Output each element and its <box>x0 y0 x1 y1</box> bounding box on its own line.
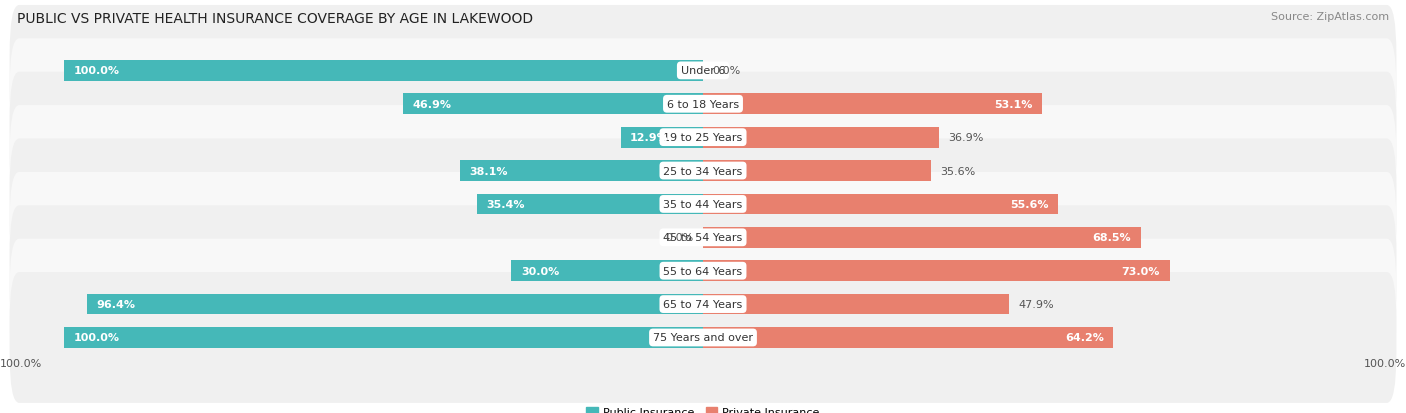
Bar <box>703 94 1042 115</box>
FancyBboxPatch shape <box>10 39 1396 170</box>
Text: 35 to 44 Years: 35 to 44 Years <box>664 199 742 209</box>
Bar <box>703 194 1059 215</box>
Text: 100.0%: 100.0% <box>73 333 120 343</box>
Text: 75 Years and over: 75 Years and over <box>652 333 754 343</box>
Text: 100.0%: 100.0% <box>1364 358 1406 368</box>
Text: 38.1%: 38.1% <box>470 166 508 176</box>
Text: 35.4%: 35.4% <box>486 199 524 209</box>
Bar <box>703 161 931 181</box>
Legend: Public Insurance, Private Insurance: Public Insurance, Private Insurance <box>582 403 824 413</box>
FancyBboxPatch shape <box>10 6 1396 136</box>
FancyBboxPatch shape <box>10 239 1396 370</box>
Text: 0.0%: 0.0% <box>665 233 693 243</box>
FancyBboxPatch shape <box>10 139 1396 270</box>
Text: 0.0%: 0.0% <box>713 66 741 76</box>
Bar <box>620 128 703 148</box>
Text: 45 to 54 Years: 45 to 54 Years <box>664 233 742 243</box>
Bar <box>703 328 1114 348</box>
Text: PUBLIC VS PRIVATE HEALTH INSURANCE COVERAGE BY AGE IN LAKEWOOD: PUBLIC VS PRIVATE HEALTH INSURANCE COVER… <box>17 12 533 26</box>
Text: 55 to 64 Years: 55 to 64 Years <box>664 266 742 276</box>
FancyBboxPatch shape <box>10 73 1396 203</box>
FancyBboxPatch shape <box>10 106 1396 236</box>
Text: 35.6%: 35.6% <box>941 166 976 176</box>
Text: 53.1%: 53.1% <box>994 100 1033 109</box>
Text: 46.9%: 46.9% <box>413 100 451 109</box>
Bar <box>63 328 703 348</box>
Text: 36.9%: 36.9% <box>949 133 984 143</box>
FancyBboxPatch shape <box>10 206 1396 336</box>
Text: 6 to 18 Years: 6 to 18 Years <box>666 100 740 109</box>
FancyBboxPatch shape <box>10 173 1396 303</box>
Text: 47.9%: 47.9% <box>1019 299 1054 309</box>
Bar <box>703 294 1010 315</box>
Text: Under 6: Under 6 <box>681 66 725 76</box>
Bar <box>512 261 703 281</box>
Text: 25 to 34 Years: 25 to 34 Years <box>664 166 742 176</box>
Bar <box>703 128 939 148</box>
Text: Source: ZipAtlas.com: Source: ZipAtlas.com <box>1271 12 1389 22</box>
Bar <box>63 61 703 81</box>
Text: 12.9%: 12.9% <box>630 133 669 143</box>
Bar <box>703 261 1170 281</box>
Bar <box>477 194 703 215</box>
Bar <box>703 228 1140 248</box>
Text: 100.0%: 100.0% <box>73 66 120 76</box>
Bar <box>460 161 703 181</box>
Text: 100.0%: 100.0% <box>0 358 42 368</box>
Text: 73.0%: 73.0% <box>1122 266 1160 276</box>
Text: 96.4%: 96.4% <box>97 299 135 309</box>
Text: 19 to 25 Years: 19 to 25 Years <box>664 133 742 143</box>
Bar <box>404 94 703 115</box>
FancyBboxPatch shape <box>10 273 1396 403</box>
Bar <box>87 294 703 315</box>
Text: 65 to 74 Years: 65 to 74 Years <box>664 299 742 309</box>
Text: 55.6%: 55.6% <box>1011 199 1049 209</box>
Text: 30.0%: 30.0% <box>520 266 560 276</box>
Text: 68.5%: 68.5% <box>1092 233 1132 243</box>
Text: 64.2%: 64.2% <box>1064 333 1104 343</box>
